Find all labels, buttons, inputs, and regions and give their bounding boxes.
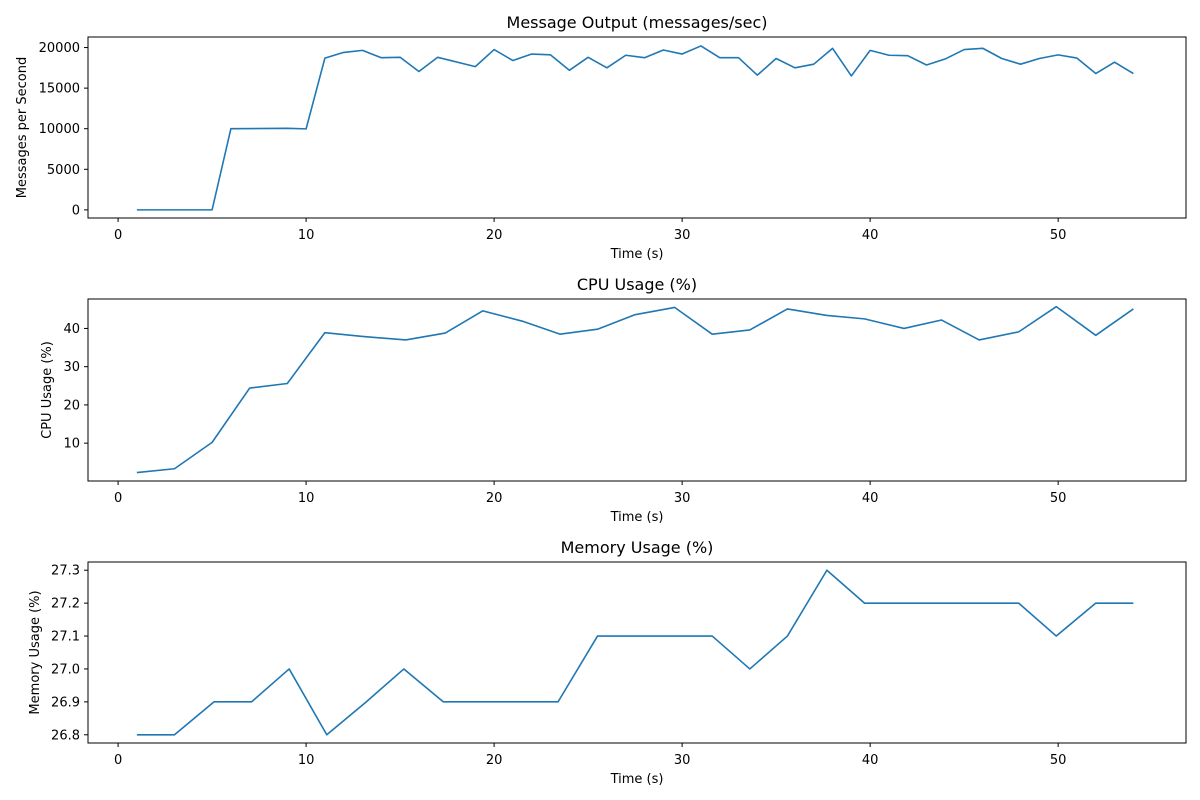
- chart-panel-2: CPU Usage (%) 0 10 20 30 40 50 10 20 30 40 Time (s)…: [40, 275, 1187, 525]
- series-line: [136, 305, 1134, 474]
- x-tick-label: 50: [1050, 491, 1067, 506]
- series-line: [136, 569, 1134, 736]
- x-tick-label: 30: [674, 753, 691, 768]
- x-tick-label: 0: [114, 491, 122, 506]
- x-tick-label: 20: [486, 491, 503, 506]
- y-tick-label: 26.9: [51, 695, 80, 710]
- x-tick-label: 10: [298, 491, 315, 506]
- y-tick-label: 40: [63, 322, 80, 337]
- axes-frame: [87, 298, 1187, 482]
- y-tick-label: 10000: [39, 122, 80, 137]
- y-tick-label: 20000: [39, 41, 80, 56]
- y-tick-label: 27.3: [51, 564, 80, 579]
- y-tick-label: 27.1: [51, 630, 80, 645]
- y-tick-label: 5000: [47, 163, 80, 178]
- axes-frame: [87, 561, 1187, 744]
- x-tick-label: 40: [862, 753, 879, 768]
- y-tick-label: 27.0: [51, 662, 80, 677]
- y-tick-label: 27.2: [51, 597, 80, 612]
- x-axis-label: Time (s): [610, 510, 664, 525]
- x-tick-label: 0: [114, 753, 122, 768]
- y-axis-label: Memory Usage (%): [28, 590, 43, 714]
- chart-title: CPU Usage (%): [577, 275, 697, 294]
- axes-frame: [87, 36, 1187, 219]
- x-tick-label: 20: [486, 753, 503, 768]
- chart-title: Message Output (messages/sec): [507, 13, 768, 32]
- y-axis-label: Messages per Second: [15, 57, 30, 198]
- y-tick-label: 0: [72, 203, 80, 218]
- y-tick-label: 10: [63, 437, 80, 452]
- x-tick-label: 50: [1050, 228, 1067, 243]
- series-line: [136, 45, 1134, 211]
- x-tick-label: 40: [862, 491, 879, 506]
- x-tick-label: 20: [486, 228, 503, 243]
- y-axis-label: CPU Usage (%): [40, 341, 55, 439]
- x-axis-label: Time (s): [610, 772, 664, 787]
- x-tick-label: 0: [114, 228, 122, 243]
- y-tick-label: 26.8: [51, 728, 80, 743]
- chart-panel-1: Message Output (messages/sec) 0 10 20 30 40 50…: [15, 13, 1187, 262]
- x-tick-label: 50: [1050, 753, 1067, 768]
- x-tick-label: 30: [674, 491, 691, 506]
- x-tick-label: 10: [298, 228, 315, 243]
- y-tick-label: 30: [63, 360, 80, 375]
- x-tick-label: 30: [674, 228, 691, 243]
- x-tick-label: 40: [862, 228, 879, 243]
- y-tick-label: 20: [63, 398, 80, 413]
- x-axis-label: Time (s): [610, 247, 664, 262]
- y-tick-label: 15000: [39, 82, 80, 97]
- chart-title: Memory Usage (%): [561, 538, 714, 557]
- x-tick-label: 10: [298, 753, 315, 768]
- chart-panel-3: Memory Usage (%) 0 10 20 30 40 50 26.8 26.9 27.0 2…: [28, 538, 1187, 787]
